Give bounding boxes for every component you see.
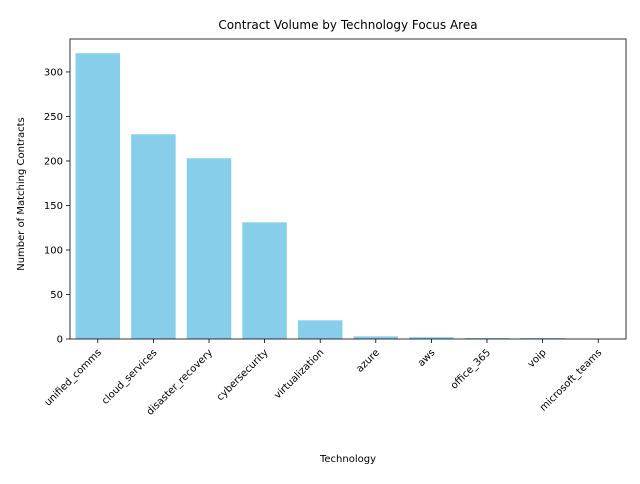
y-tick-label: 100 [44, 245, 63, 256]
x-tick-label: voip [526, 347, 549, 370]
x-tick-label: azure [355, 347, 382, 374]
x-tick-label: aws [416, 347, 438, 369]
x-axis-title: Technology [319, 454, 376, 465]
bar-disaster-recovery [186, 158, 232, 339]
x-tick-label: cybersecurity [215, 347, 271, 403]
chart-title: Contract Volume by Technology Focus Area [218, 18, 477, 32]
x-tick-label: unified_comms [43, 347, 104, 408]
bar-cloud-services [131, 134, 176, 339]
bar-voip [520, 338, 565, 339]
x-tick-label: cloud_services [100, 347, 159, 406]
bars-group [75, 53, 565, 340]
plot-frame [69, 38, 627, 340]
x-tick-label: office_365 [449, 347, 493, 391]
axes-group [69, 38, 627, 340]
y-tick-label: 250 [44, 112, 63, 123]
y-tick-label: 50 [50, 290, 63, 301]
x-tick-label: virtualization [272, 347, 326, 401]
x-axis-ticks: unified_commscloud_servicesdisaster_reco… [43, 339, 604, 418]
bar-office-365 [464, 338, 510, 339]
y-axis-title: Number of Matching Contracts [16, 117, 27, 271]
y-axis-ticks: 0 50 100 150 200 250 300 [44, 67, 70, 346]
bar-unified-comms [75, 53, 121, 340]
bar-azure [353, 336, 399, 339]
y-tick-label: 0 [57, 335, 63, 346]
x-tick-label: microsoft_teams [538, 347, 604, 413]
y-tick-label: 150 [44, 201, 63, 212]
bar-cybersecurity [242, 222, 287, 339]
bar-virtualization [297, 320, 343, 339]
bar-aws [409, 337, 454, 339]
y-tick-label: 200 [44, 156, 63, 167]
y-tick-label: 300 [44, 67, 63, 78]
